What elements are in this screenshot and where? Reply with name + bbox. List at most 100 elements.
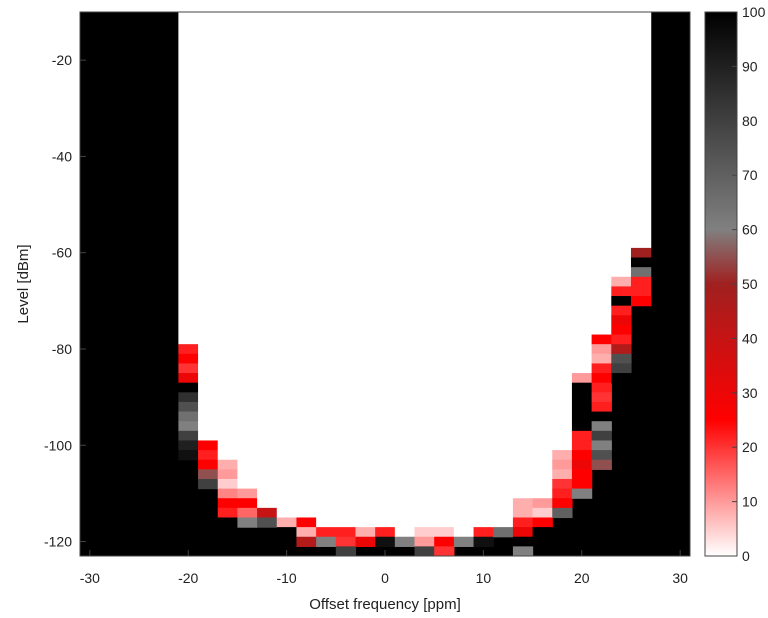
heatmap-cell (296, 527, 317, 538)
heatmap-cell (257, 517, 278, 528)
heatmap-cell-empty (611, 12, 632, 278)
heatmap-cell (630, 276, 652, 288)
heatmap-cell-empty (257, 12, 278, 509)
heatmap-cell (375, 536, 396, 547)
heatmap-cell (414, 527, 435, 538)
heatmap-cell (571, 373, 593, 384)
heatmap-cell (571, 450, 593, 461)
heatmap-cell (591, 344, 612, 355)
heatmap-cell (611, 344, 632, 355)
x-axis: -30 -20 -10 0 10 20 30 (80, 550, 688, 586)
y-tick-label: -40 (52, 148, 72, 164)
heatmap-cell (198, 469, 219, 480)
y-tick-label: -20 (52, 52, 72, 68)
heatmap-cell (591, 392, 612, 403)
heatmap-cell (355, 527, 376, 538)
heatmap-cell (414, 536, 435, 547)
heatmap-cell (591, 440, 612, 451)
heatmap-cell-empty (630, 12, 652, 249)
heatmap-cell (414, 546, 435, 556)
heatmap-cell (473, 527, 494, 538)
heatmap-cell (316, 536, 337, 547)
heatmap-cell (630, 296, 652, 307)
heatmap-cell (571, 382, 593, 393)
heatmap-cell (611, 305, 632, 316)
heatmap-cell (512, 517, 534, 528)
heatmap-cells (178, 12, 652, 556)
heatmap-cell (552, 507, 573, 519)
heatmap-cell (532, 507, 553, 519)
heatmap-cell-empty (335, 12, 357, 528)
heatmap-cell (296, 536, 317, 547)
plot-area (79, 11, 691, 557)
x-axis-label: Offset frequency [ppm] (309, 596, 460, 613)
heatmap-cell (394, 536, 416, 547)
heatmap-cell-empty (453, 12, 475, 538)
heatmap-cell (473, 536, 494, 547)
heatmap-cell (591, 382, 612, 393)
heatmap-cell (198, 459, 219, 470)
colorbar-gradient (705, 12, 737, 556)
heatmap-cell (512, 536, 534, 547)
heatmap-cell (178, 382, 199, 393)
heatmap-cell (552, 459, 573, 470)
colorbar-tick-label: 30 (742, 385, 758, 401)
colorbar-tick-label: 70 (742, 167, 758, 183)
heatmap-cell (591, 421, 612, 432)
heatmap-cell (237, 517, 258, 528)
heatmap-cell (571, 440, 593, 451)
heatmap-cell (611, 324, 632, 336)
heatmap-cell (178, 421, 199, 432)
y-tick-label: -80 (52, 341, 72, 357)
heatmap-cell-empty (414, 12, 435, 528)
heatmap-cell-empty (355, 12, 376, 528)
heatmap-cell-empty (296, 12, 317, 519)
heatmap-cell (571, 430, 593, 442)
heatmap-cell (532, 498, 553, 509)
heatmap-cell-empty (394, 12, 416, 538)
heatmap-cell (335, 546, 357, 556)
heatmap-cell (571, 488, 593, 499)
heatmap-cell (178, 373, 199, 384)
heatmap-cell (178, 392, 199, 403)
heatmap-cell (217, 488, 239, 499)
x-tick-label: 20 (574, 570, 590, 586)
y-tick-label: -60 (52, 245, 72, 261)
x-tick-label: 30 (672, 570, 688, 586)
heatmap-cell-empty (237, 12, 258, 490)
heatmap-cell (217, 478, 239, 490)
heatmap-cell (571, 421, 593, 432)
heatmap-cell (335, 536, 357, 547)
heatmap-cell (375, 527, 396, 538)
colorbar-tick-label: 80 (742, 113, 758, 129)
heatmap-cell (591, 353, 612, 365)
heatmap-cell-empty (276, 12, 298, 519)
heatmap-cell (611, 315, 632, 326)
heatmap-cell-empty (532, 12, 553, 499)
heatmap-cell (512, 527, 534, 538)
heatmap-cell (552, 450, 573, 461)
heatmap-cell (591, 430, 612, 442)
heatmap-cell (591, 450, 612, 461)
heatmap-cell (591, 411, 612, 422)
heatmap-cell (611, 334, 632, 345)
heatmap-cell (611, 276, 632, 288)
heatmap-cell (512, 507, 534, 519)
heatmap-cell (630, 257, 652, 268)
colorbar-tick-label: 90 (742, 58, 758, 74)
heatmap-cell (198, 440, 219, 451)
heatmap-cell (611, 373, 632, 384)
colorbar-ticks: 0 10 20 30 40 50 60 70 80 90 100 (732, 4, 766, 564)
heatmap-cell-empty (493, 12, 514, 528)
heatmap-cell (257, 507, 278, 519)
heatmap-cell (178, 450, 199, 461)
heatmap-cell-empty (512, 12, 534, 499)
heatmap-cell (591, 373, 612, 384)
x-tick-label: -30 (80, 570, 100, 586)
heatmap-cell (611, 363, 632, 374)
heatmap-cell (611, 296, 632, 307)
x-tick-label: -20 (178, 570, 198, 586)
heatmap-cell (198, 478, 219, 490)
heatmap-cell (591, 334, 612, 345)
heatmap-cell (571, 401, 593, 413)
